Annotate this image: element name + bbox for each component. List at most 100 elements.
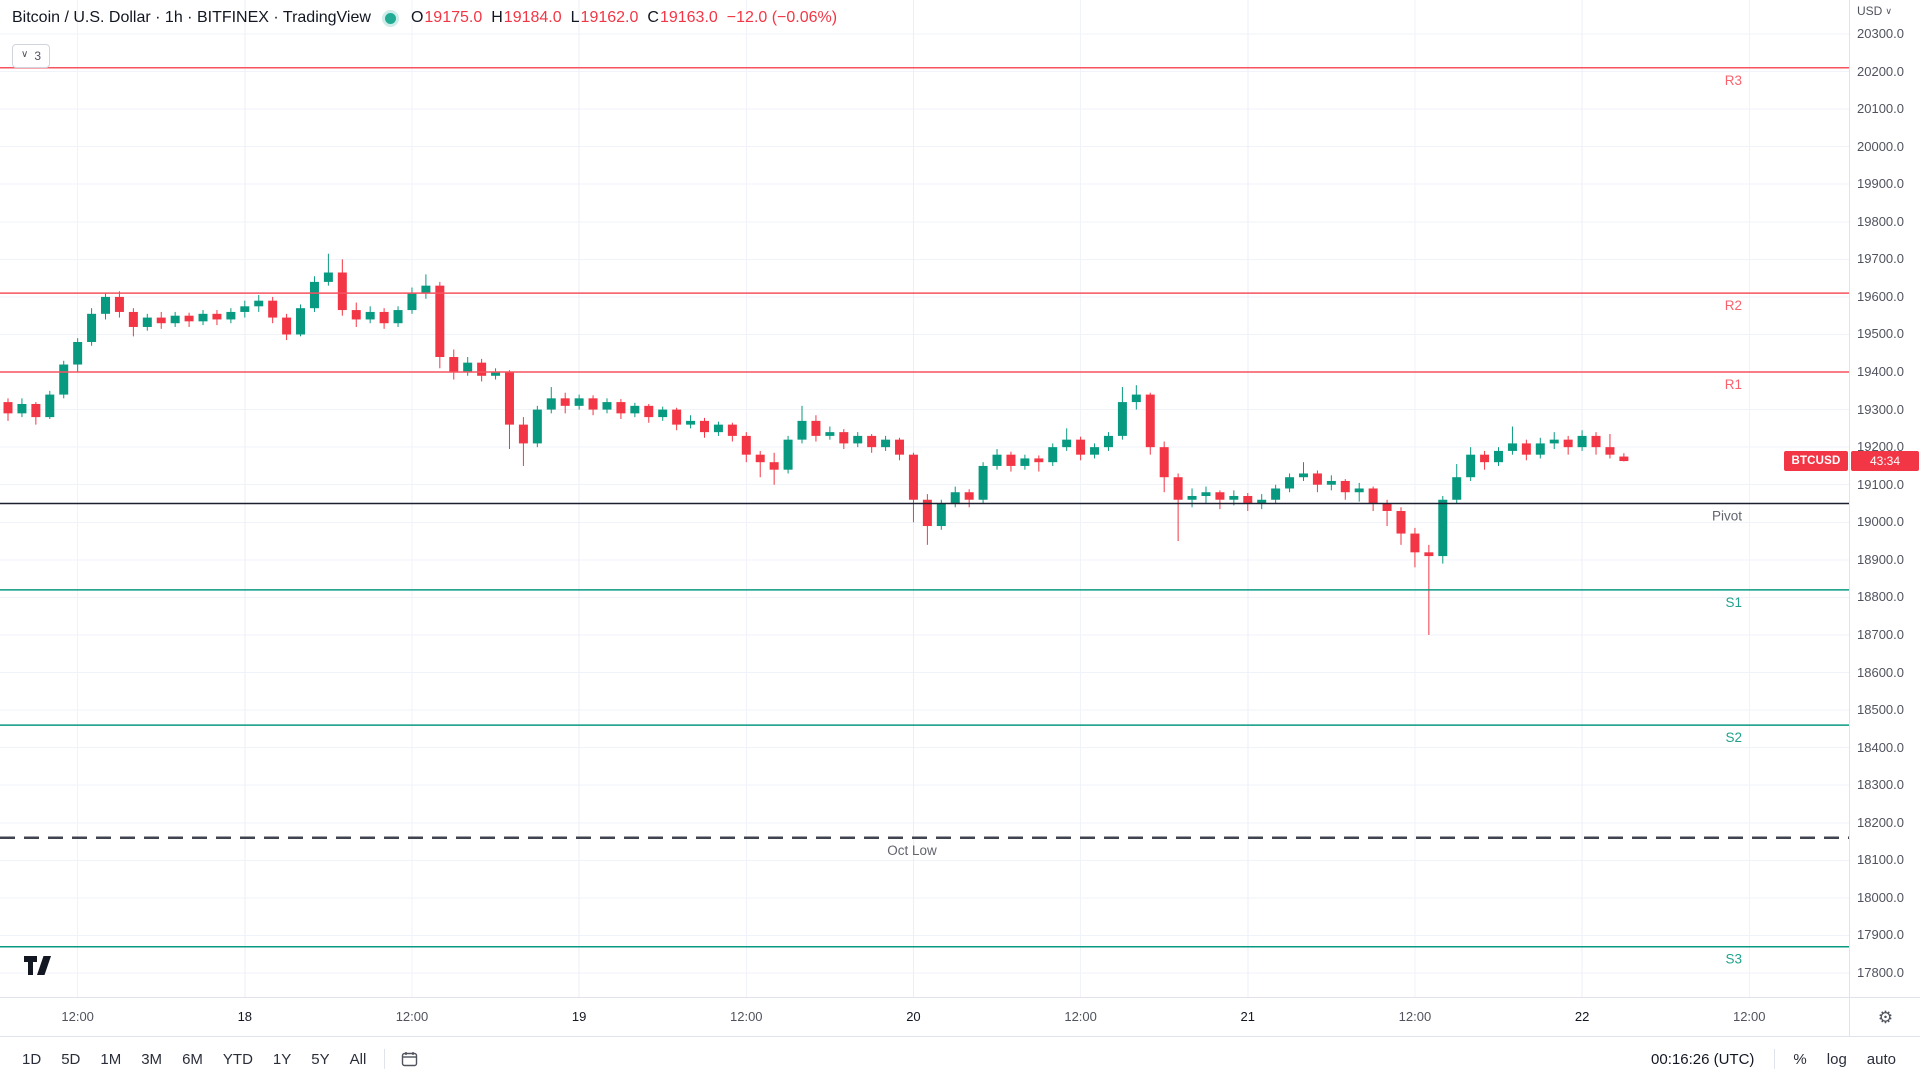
price-scale-label: 19500.0 bbox=[1857, 326, 1904, 342]
candle-body bbox=[1298, 473, 1308, 478]
candle-body bbox=[1466, 454, 1476, 478]
log-scale-button[interactable]: log bbox=[1826, 1050, 1847, 1068]
candle-body bbox=[839, 432, 849, 444]
range-button-5d[interactable]: 5D bbox=[51, 1046, 90, 1073]
level-label-oct-low: Oct Low bbox=[887, 843, 937, 858]
percent-scale-button[interactable]: % bbox=[1793, 1050, 1807, 1068]
price-scale-label: 19300.0 bbox=[1857, 401, 1904, 417]
candle-body bbox=[908, 454, 918, 500]
range-button-1d[interactable]: 1D bbox=[12, 1046, 51, 1073]
candle-body bbox=[1480, 454, 1490, 463]
candle-body bbox=[644, 405, 654, 418]
price-scale-label: 18900.0 bbox=[1857, 551, 1904, 567]
candle-body bbox=[379, 311, 389, 324]
range-button-all[interactable]: All bbox=[340, 1046, 377, 1073]
price-scale-label: 19200.0 bbox=[1857, 439, 1904, 455]
level-label-r1: R1 bbox=[1725, 377, 1742, 392]
candle-body bbox=[477, 362, 487, 376]
time-axis-label: 12:00 bbox=[61, 1009, 94, 1024]
level-label-s1: S1 bbox=[1725, 595, 1742, 610]
ohlc-value: 19175.0 bbox=[424, 9, 483, 26]
candle-body bbox=[1090, 447, 1100, 455]
price-scale-label: 18600.0 bbox=[1857, 664, 1904, 680]
candle-body bbox=[1243, 495, 1253, 504]
range-button-ytd[interactable]: YTD bbox=[213, 1046, 263, 1073]
candle-body bbox=[853, 435, 863, 444]
ohlc-value: 19162.0 bbox=[580, 9, 639, 26]
candle-body bbox=[393, 310, 403, 324]
ohlc-value: 19163.0 bbox=[659, 9, 718, 26]
go-to-date-icon bbox=[402, 1051, 418, 1066]
countdown-badge: 43:34 bbox=[1851, 451, 1919, 472]
range-button-1m[interactable]: 1M bbox=[90, 1046, 131, 1073]
candle-body bbox=[769, 462, 779, 470]
candle-body bbox=[142, 317, 152, 327]
indicators-collapse-button[interactable]: ∨ 3 bbox=[12, 44, 51, 68]
time-axis-label: 12:00 bbox=[1064, 1009, 1097, 1024]
candle-body bbox=[727, 424, 737, 436]
time-axis-label: 12:00 bbox=[1732, 1009, 1766, 1024]
candle-body bbox=[713, 424, 723, 433]
candle-body bbox=[1563, 439, 1573, 448]
level-label-r2: R2 bbox=[1725, 298, 1742, 313]
candle-body bbox=[351, 310, 361, 320]
candle-body bbox=[435, 285, 445, 358]
price-scale-label: 18400.0 bbox=[1857, 739, 1904, 755]
candle-body bbox=[922, 499, 932, 527]
chart-pane[interactable]: R3 R2 R1 Pivot S1 S2 Oct Low S3 Bitcoin / U.S. … bbox=[0, 0, 1849, 997]
price-scale-label: 18800.0 bbox=[1857, 589, 1904, 605]
candle-body bbox=[282, 317, 292, 335]
candle-body bbox=[198, 313, 208, 322]
candle-body bbox=[1521, 443, 1531, 455]
range-button-3m[interactable]: 3M bbox=[131, 1046, 172, 1073]
candle-body bbox=[1076, 439, 1086, 455]
axis-settings-corner[interactable]: ⚙ bbox=[1849, 997, 1920, 1037]
auto-scale-button[interactable]: auto bbox=[1866, 1050, 1896, 1068]
candle-body bbox=[825, 432, 835, 436]
candle-body bbox=[1117, 402, 1127, 436]
candle-body bbox=[1452, 477, 1462, 500]
range-button-1y[interactable]: 1Y bbox=[263, 1046, 301, 1073]
time-axis[interactable]: 12:00 18 12:00 19 12:00 20 12:00 21 12:00 22 12:00 bbox=[0, 997, 1849, 1037]
price-scale-label: 18000.0 bbox=[1857, 889, 1904, 905]
candle-body bbox=[881, 439, 891, 448]
currency-selector[interactable]: USD ∨ bbox=[1857, 4, 1892, 18]
candle-body bbox=[87, 313, 97, 342]
symbol-title[interactable]: Bitcoin / U.S. Dollar · 1h · BITFINEX · … bbox=[12, 9, 371, 26]
candle-body bbox=[686, 420, 696, 425]
candle-body bbox=[1034, 458, 1044, 463]
go-to-date-button[interactable] bbox=[393, 1047, 426, 1072]
candlestick-chart[interactable]: R3 R2 R1 Pivot S1 S2 Oct Low S3 bbox=[0, 0, 1849, 997]
candle-body bbox=[1577, 435, 1587, 448]
price-scale[interactable]: USD ∨ 20300.0 20200.0 20100.0 20000.0 19900.… bbox=[1849, 0, 1920, 997]
clock-label[interactable]: 00:16:26 (UTC) bbox=[1651, 1050, 1755, 1068]
candle-body bbox=[783, 439, 793, 470]
range-button-5y[interactable]: 5Y bbox=[301, 1046, 339, 1073]
candle-body bbox=[1020, 458, 1030, 466]
tradingview-logo[interactable] bbox=[24, 956, 54, 980]
candle-body bbox=[672, 409, 682, 425]
candle-body bbox=[1201, 492, 1211, 496]
candle-body bbox=[616, 402, 626, 414]
range-button-6m[interactable]: 6M bbox=[172, 1046, 213, 1073]
gear-icon[interactable]: ⚙ bbox=[1877, 1007, 1894, 1027]
candle-body bbox=[1535, 443, 1545, 455]
candle-body bbox=[1062, 439, 1072, 448]
candle-body bbox=[73, 341, 83, 365]
candle-body bbox=[296, 308, 306, 335]
candle-body bbox=[895, 439, 905, 455]
candle-body bbox=[867, 435, 877, 448]
time-axis-label: 22 bbox=[1574, 1009, 1590, 1024]
time-axis-label: 21 bbox=[1240, 1009, 1255, 1024]
ohlc-value: 19184.0 bbox=[503, 9, 562, 26]
chart-legend: Bitcoin / U.S. Dollar · 1h · BITFINEX · … bbox=[12, 9, 837, 27]
candle-body bbox=[226, 311, 236, 320]
candle-body bbox=[101, 296, 111, 314]
ohlc-key: H bbox=[491, 9, 503, 26]
indicators-count: 3 bbox=[34, 49, 42, 63]
level-label-s2: S2 bbox=[1725, 730, 1742, 745]
market-status-icon[interactable] bbox=[384, 12, 396, 24]
candle-body bbox=[1382, 503, 1392, 512]
candle-body bbox=[421, 285, 431, 294]
